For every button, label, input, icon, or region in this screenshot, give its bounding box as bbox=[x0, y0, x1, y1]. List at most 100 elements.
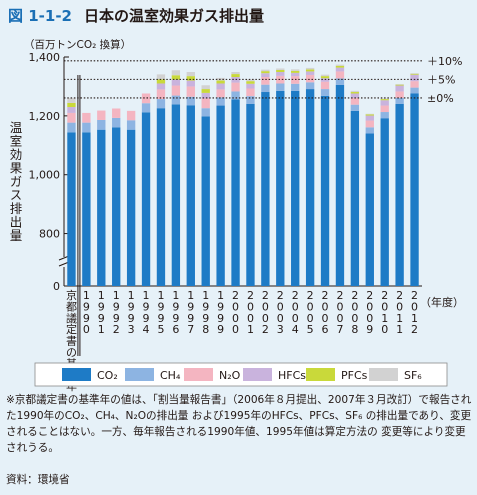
bar-segment bbox=[365, 114, 374, 116]
y-tick-label: 1,400 bbox=[29, 51, 61, 64]
bar-segment bbox=[261, 92, 270, 287]
legend-swatch bbox=[184, 368, 213, 381]
bar-segment bbox=[410, 87, 419, 94]
y-tick-label: 1,200 bbox=[29, 110, 61, 123]
bar-segment bbox=[186, 86, 195, 97]
bar-segment bbox=[82, 122, 91, 133]
bar-segment bbox=[156, 108, 166, 286]
bar-segment bbox=[305, 71, 315, 75]
legend-swatch bbox=[62, 368, 91, 381]
bar-segment bbox=[261, 73, 270, 78]
bar-segment bbox=[246, 88, 255, 97]
bar-segment bbox=[67, 122, 76, 133]
bar-segment bbox=[276, 72, 285, 76]
bar-segment bbox=[246, 96, 255, 104]
bar-segment bbox=[141, 93, 151, 104]
reference-line-label: ＋5% bbox=[427, 73, 455, 86]
bar-segment bbox=[395, 84, 404, 86]
y-tick-label: 0 bbox=[53, 280, 60, 293]
bar-segment bbox=[231, 99, 240, 287]
bar-segment bbox=[67, 102, 76, 108]
legend-label: CH₄ bbox=[160, 369, 181, 382]
bar-segment bbox=[246, 79, 255, 82]
bar-segment bbox=[335, 65, 345, 68]
bar-segment bbox=[291, 83, 300, 91]
bar-segment bbox=[395, 85, 404, 92]
bar-segment bbox=[380, 118, 389, 286]
bar-segment bbox=[216, 77, 225, 81]
bar-segment bbox=[320, 81, 330, 90]
bar-segment bbox=[335, 71, 345, 79]
bar-segment bbox=[82, 112, 91, 123]
bar-segment bbox=[231, 91, 240, 100]
bar-segment bbox=[365, 127, 374, 134]
bar-segment bbox=[246, 103, 255, 286]
bar-segment bbox=[291, 72, 300, 77]
bars bbox=[67, 64, 419, 287]
bar-segment bbox=[112, 108, 121, 118]
bar-segment bbox=[112, 117, 121, 128]
bar-segment bbox=[186, 76, 195, 81]
bar-segment bbox=[246, 83, 255, 89]
bar-segment bbox=[171, 70, 181, 76]
bar-segment bbox=[261, 69, 270, 72]
bar-segment bbox=[201, 116, 210, 287]
bar-segment bbox=[380, 99, 389, 101]
legend-label: SF₆ bbox=[404, 369, 422, 382]
bar-segment bbox=[141, 112, 151, 286]
bar-segment bbox=[126, 120, 136, 130]
bar-segment bbox=[395, 84, 404, 85]
legend-label: CO₂ bbox=[97, 369, 118, 382]
bar-segment bbox=[305, 82, 315, 90]
axes: 0 800 1,000 1,200 1,400 bbox=[29, 51, 422, 356]
bar-segment bbox=[395, 97, 404, 104]
bar-segment bbox=[67, 112, 76, 123]
figure-number: 図 1-1-2 bbox=[8, 7, 72, 25]
bar-segment bbox=[216, 105, 225, 286]
legend: CO₂ CH₄ N₂O HFCs PFCs SF₆ bbox=[34, 362, 448, 387]
bar-segment bbox=[186, 96, 195, 106]
bar-segment bbox=[231, 72, 240, 75]
bar-segment bbox=[291, 70, 300, 73]
bar-segment bbox=[216, 83, 225, 90]
bar-segment bbox=[156, 99, 166, 109]
bar-segment bbox=[231, 77, 240, 83]
bar-segment bbox=[305, 67, 315, 70]
bar-segment bbox=[380, 112, 389, 119]
figure-title-text: 日本の温室効果ガス排出量 bbox=[84, 7, 265, 25]
bar-segment bbox=[186, 80, 195, 87]
bar-segment bbox=[395, 103, 404, 286]
source-note: 資料：環境省 bbox=[6, 474, 70, 486]
bar-segment bbox=[380, 98, 389, 100]
bar-segment bbox=[201, 89, 210, 93]
bar-segment bbox=[350, 93, 360, 98]
bar-segment bbox=[320, 78, 330, 82]
bar-segment bbox=[156, 89, 166, 100]
bar-segment bbox=[231, 82, 240, 92]
bar-segment bbox=[335, 67, 345, 72]
bar-segment bbox=[365, 115, 374, 121]
bar-segment bbox=[67, 107, 76, 113]
bar-segment bbox=[171, 85, 181, 96]
bar-segment bbox=[320, 89, 330, 96]
bar-segment bbox=[350, 92, 360, 94]
